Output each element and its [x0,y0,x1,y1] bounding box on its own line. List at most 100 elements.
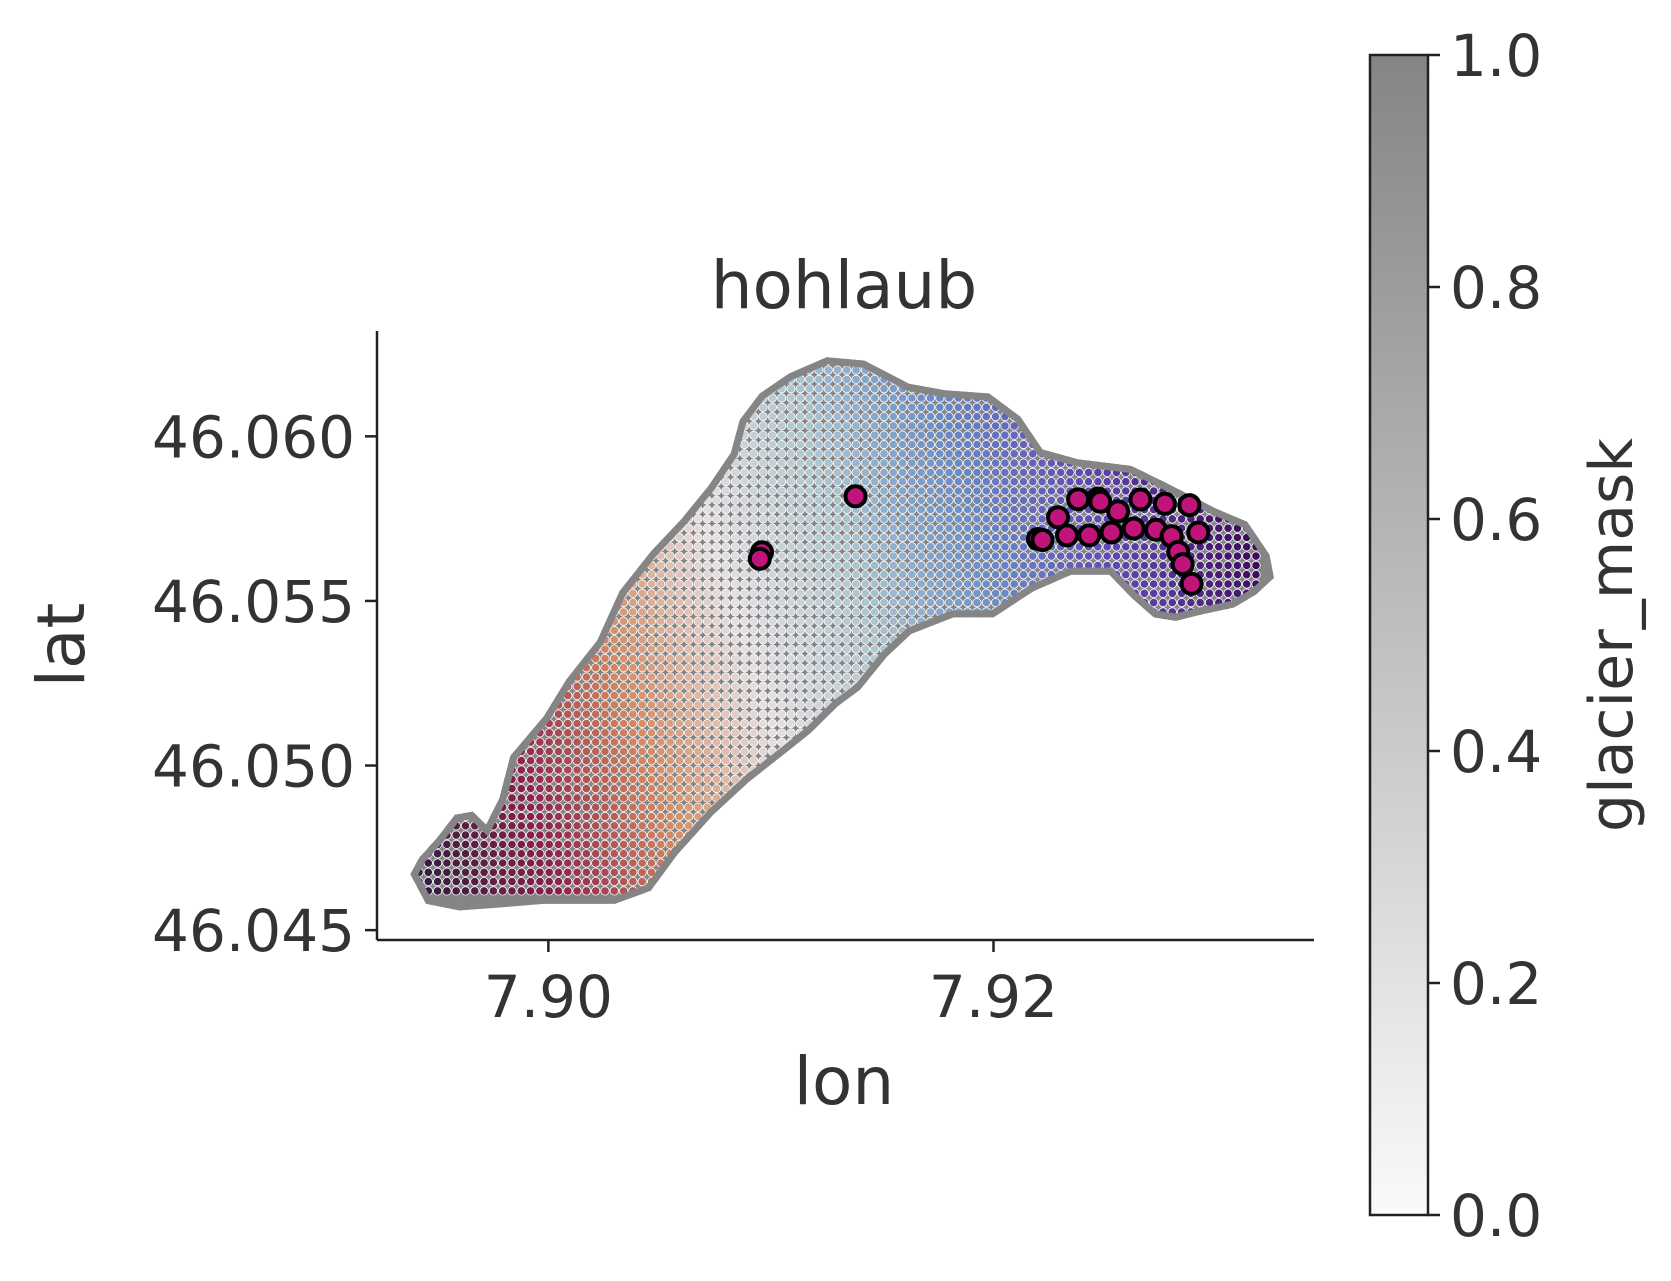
grid-point [842,421,852,431]
grid-point [609,588,619,598]
grid-point [842,607,852,617]
grid-point [739,625,750,636]
grid-point [600,560,610,571]
grid-point [1037,783,1047,794]
grid-point [823,477,833,487]
grid-point [525,597,536,608]
grid-point [600,653,610,664]
grid-point [1065,357,1075,366]
grid-point [442,523,452,533]
grid-point [777,365,787,375]
grid-point [972,449,982,459]
grid-point [814,849,824,859]
grid-point [442,672,452,682]
grid-point [804,765,815,775]
grid-point [684,430,694,440]
grid-point [814,616,824,626]
grid-point [1214,793,1224,803]
grid-point [814,690,824,701]
grid-point [1074,672,1084,682]
grid-point [442,532,452,543]
grid-point [963,653,973,664]
grid-point [410,458,415,468]
grid-point [498,700,508,710]
grid-point [423,374,433,384]
grid-point [786,821,796,831]
grid-point [674,765,685,775]
grid-point [1009,690,1019,701]
grid-point [674,532,685,543]
grid-point [553,625,564,636]
grid-point [851,783,861,794]
grid-point [470,504,480,515]
grid-point [1111,811,1122,822]
grid-point [1009,746,1019,757]
grid-point [1149,616,1159,626]
grid-point [488,504,498,515]
grid-point [460,393,471,403]
grid-point [507,858,517,868]
grid-point [851,718,861,729]
grid-point [498,357,508,366]
grid-point [777,504,787,515]
grid-point [442,783,452,794]
grid-point [544,421,554,431]
grid-point [498,421,508,431]
grid-point [591,774,601,784]
grid-point [618,393,629,403]
grid-point [516,709,526,719]
grid-point [897,402,908,412]
grid-point [553,849,564,859]
grid-point [1232,570,1243,580]
grid-point [870,616,880,626]
grid-point [842,774,852,784]
grid-point [990,635,1001,645]
grid-point [870,439,880,450]
grid-point [684,709,694,719]
grid-point [842,756,852,766]
grid-point [1251,616,1261,626]
grid-point [451,393,461,403]
grid-point [637,625,647,636]
grid-point [888,449,898,459]
grid-point [990,616,1001,626]
grid-point [842,737,852,747]
grid-point [832,579,843,589]
grid-point [1149,802,1159,812]
grid-point [600,532,610,543]
grid-point [711,421,722,431]
grid-point [488,672,498,682]
grid-point [916,635,926,645]
grid-point [535,477,545,487]
grid-point [870,393,880,403]
grid-point [888,709,898,719]
grid-point [842,746,852,757]
grid-point [739,756,750,766]
grid-point [925,765,936,775]
grid-point [1242,449,1252,459]
grid-point [674,718,685,729]
grid-point [981,802,991,812]
grid-point [721,514,731,524]
grid-point [786,384,796,394]
grid-point [563,402,573,412]
grid-point [1028,393,1038,403]
grid-point [814,560,824,571]
grid-point [897,588,908,598]
grid-point [460,700,471,710]
grid-point [646,718,657,729]
grid-point [1149,625,1159,636]
grid-point [460,542,471,552]
grid-point [646,421,657,431]
grid-point [665,802,675,812]
grid-point [581,439,592,450]
grid-point [1018,653,1029,664]
grid-point [507,532,517,543]
grid-point [693,625,703,636]
grid-point [786,616,796,626]
grid-point [600,672,610,682]
grid-point [1000,802,1010,812]
grid-point [1167,700,1177,710]
grid-point [851,393,861,403]
grid-point [1149,774,1159,784]
